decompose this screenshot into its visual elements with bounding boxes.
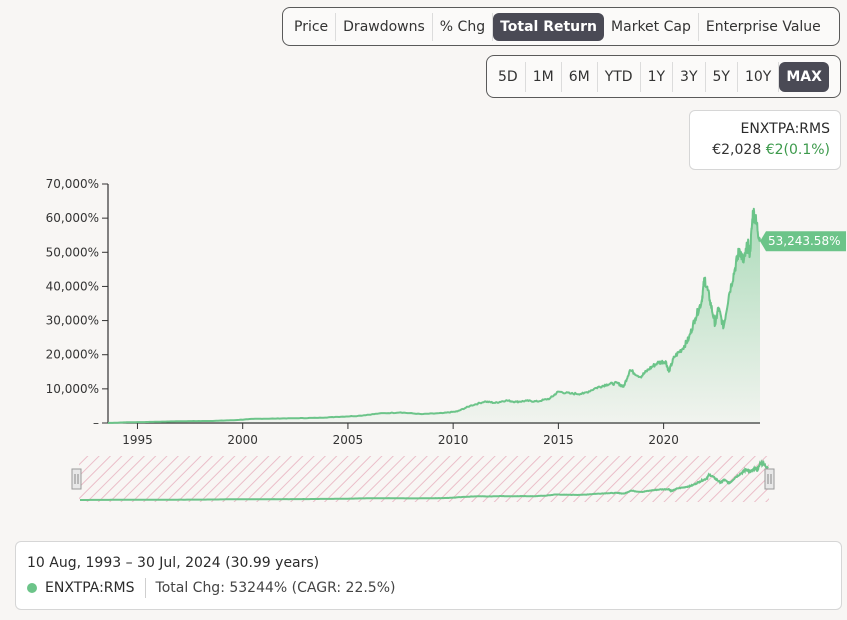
quote-symbol: ENXTPA:RMS [740,121,830,137]
y-tick-label: 20,000% [46,348,99,362]
date-range-text: 10 Aug, 1993 – 30 Jul, 2024 (30.99 years… [27,555,320,571]
range-3y[interactable]: 3Y [673,61,706,92]
tab-total-return[interactable]: Total Return [493,12,605,41]
summary-symbol: ENXTPA:RMS [45,580,135,596]
navigator-series-line [80,459,769,501]
y-tick-label: 30,000% [46,314,99,328]
range-6m[interactable]: 6M [562,61,598,92]
y-tick-label: – [93,416,99,430]
summary-row: ENXTPA:RMS Total Chg: 53244% (CAGR: 22.5… [27,578,830,598]
y-tick-label: 40,000% [46,279,99,293]
range-5y[interactable]: 5Y [706,61,738,92]
x-tick-label: 2015 [543,433,574,447]
summary-card: 10 Aug, 1993 – 30 Jul, 2024 (30.99 years… [15,541,842,610]
range-1y[interactable]: 1Y [641,61,674,92]
navigator-left-handle[interactable] [71,468,82,490]
x-tick-label: 2020 [648,433,679,447]
range-1m[interactable]: 1M [526,61,562,92]
x-axis: 1995 2000 2005 2010 2015 2020 [108,422,760,447]
y-axis: – 10,000% 20,000% 30,000% 40,000% 50,000% 60,0… [46,177,109,430]
series-line [107,207,761,424]
tab-chg[interactable]: % Chg [433,12,494,41]
range-tab-group: 5D 1M 6M YTD 1Y 3Y 5Y 10Y MAX [486,55,841,98]
range-ytd[interactable]: YTD [598,61,641,92]
summary-stat: Total Chg: 53244% (CAGR: 22.5%) [155,580,396,596]
navigator-right-handle[interactable] [764,468,775,490]
last-value-tag [760,231,846,252]
quote-change: €2(0.1%) [765,142,830,158]
total-return-chart: – 10,000% 20,000% 30,000% 40,000% 50,000% 60,0… [46,177,846,502]
x-tick-label: 1995 [122,433,153,447]
tab-enterprise-value[interactable]: Enterprise Value [705,18,821,35]
range-10y[interactable]: 10Y [738,61,780,92]
last-value-label: 53,243.58% [768,234,840,248]
y-tick-label: 50,000% [46,245,99,259]
range-max[interactable]: MAX [779,61,829,92]
series-area [108,208,760,423]
summary-divider [144,578,146,598]
x-tick-label: 2005 [333,433,364,447]
x-tick-label: 2000 [227,433,258,447]
quote-card: ENXTPA:RMS €2,028 €2(0.1%) [689,110,841,170]
quote-price-row: €2,028 €2(0.1%) [700,139,830,161]
y-tick-label: 10,000% [46,382,99,396]
navigator[interactable] [71,456,775,502]
range-5d[interactable]: 5D [491,61,526,92]
tab-market-cap[interactable]: Market Cap [604,12,699,41]
navigator-background [79,456,769,502]
tab-drawdowns[interactable]: Drawdowns [336,12,433,41]
series-dot-icon [27,583,37,593]
metric-tab-group: Price Drawdowns% Chg Total Return Market Ca… [282,7,840,46]
tab-price[interactable]: Price [287,12,337,41]
y-tick-label: 60,000% [46,211,99,225]
y-tick-label: 70,000% [46,177,99,191]
x-tick-label: 2010 [438,433,469,447]
quote-price: €2,028 [712,142,762,158]
last-value-marker: 53,243.58% [760,231,846,252]
